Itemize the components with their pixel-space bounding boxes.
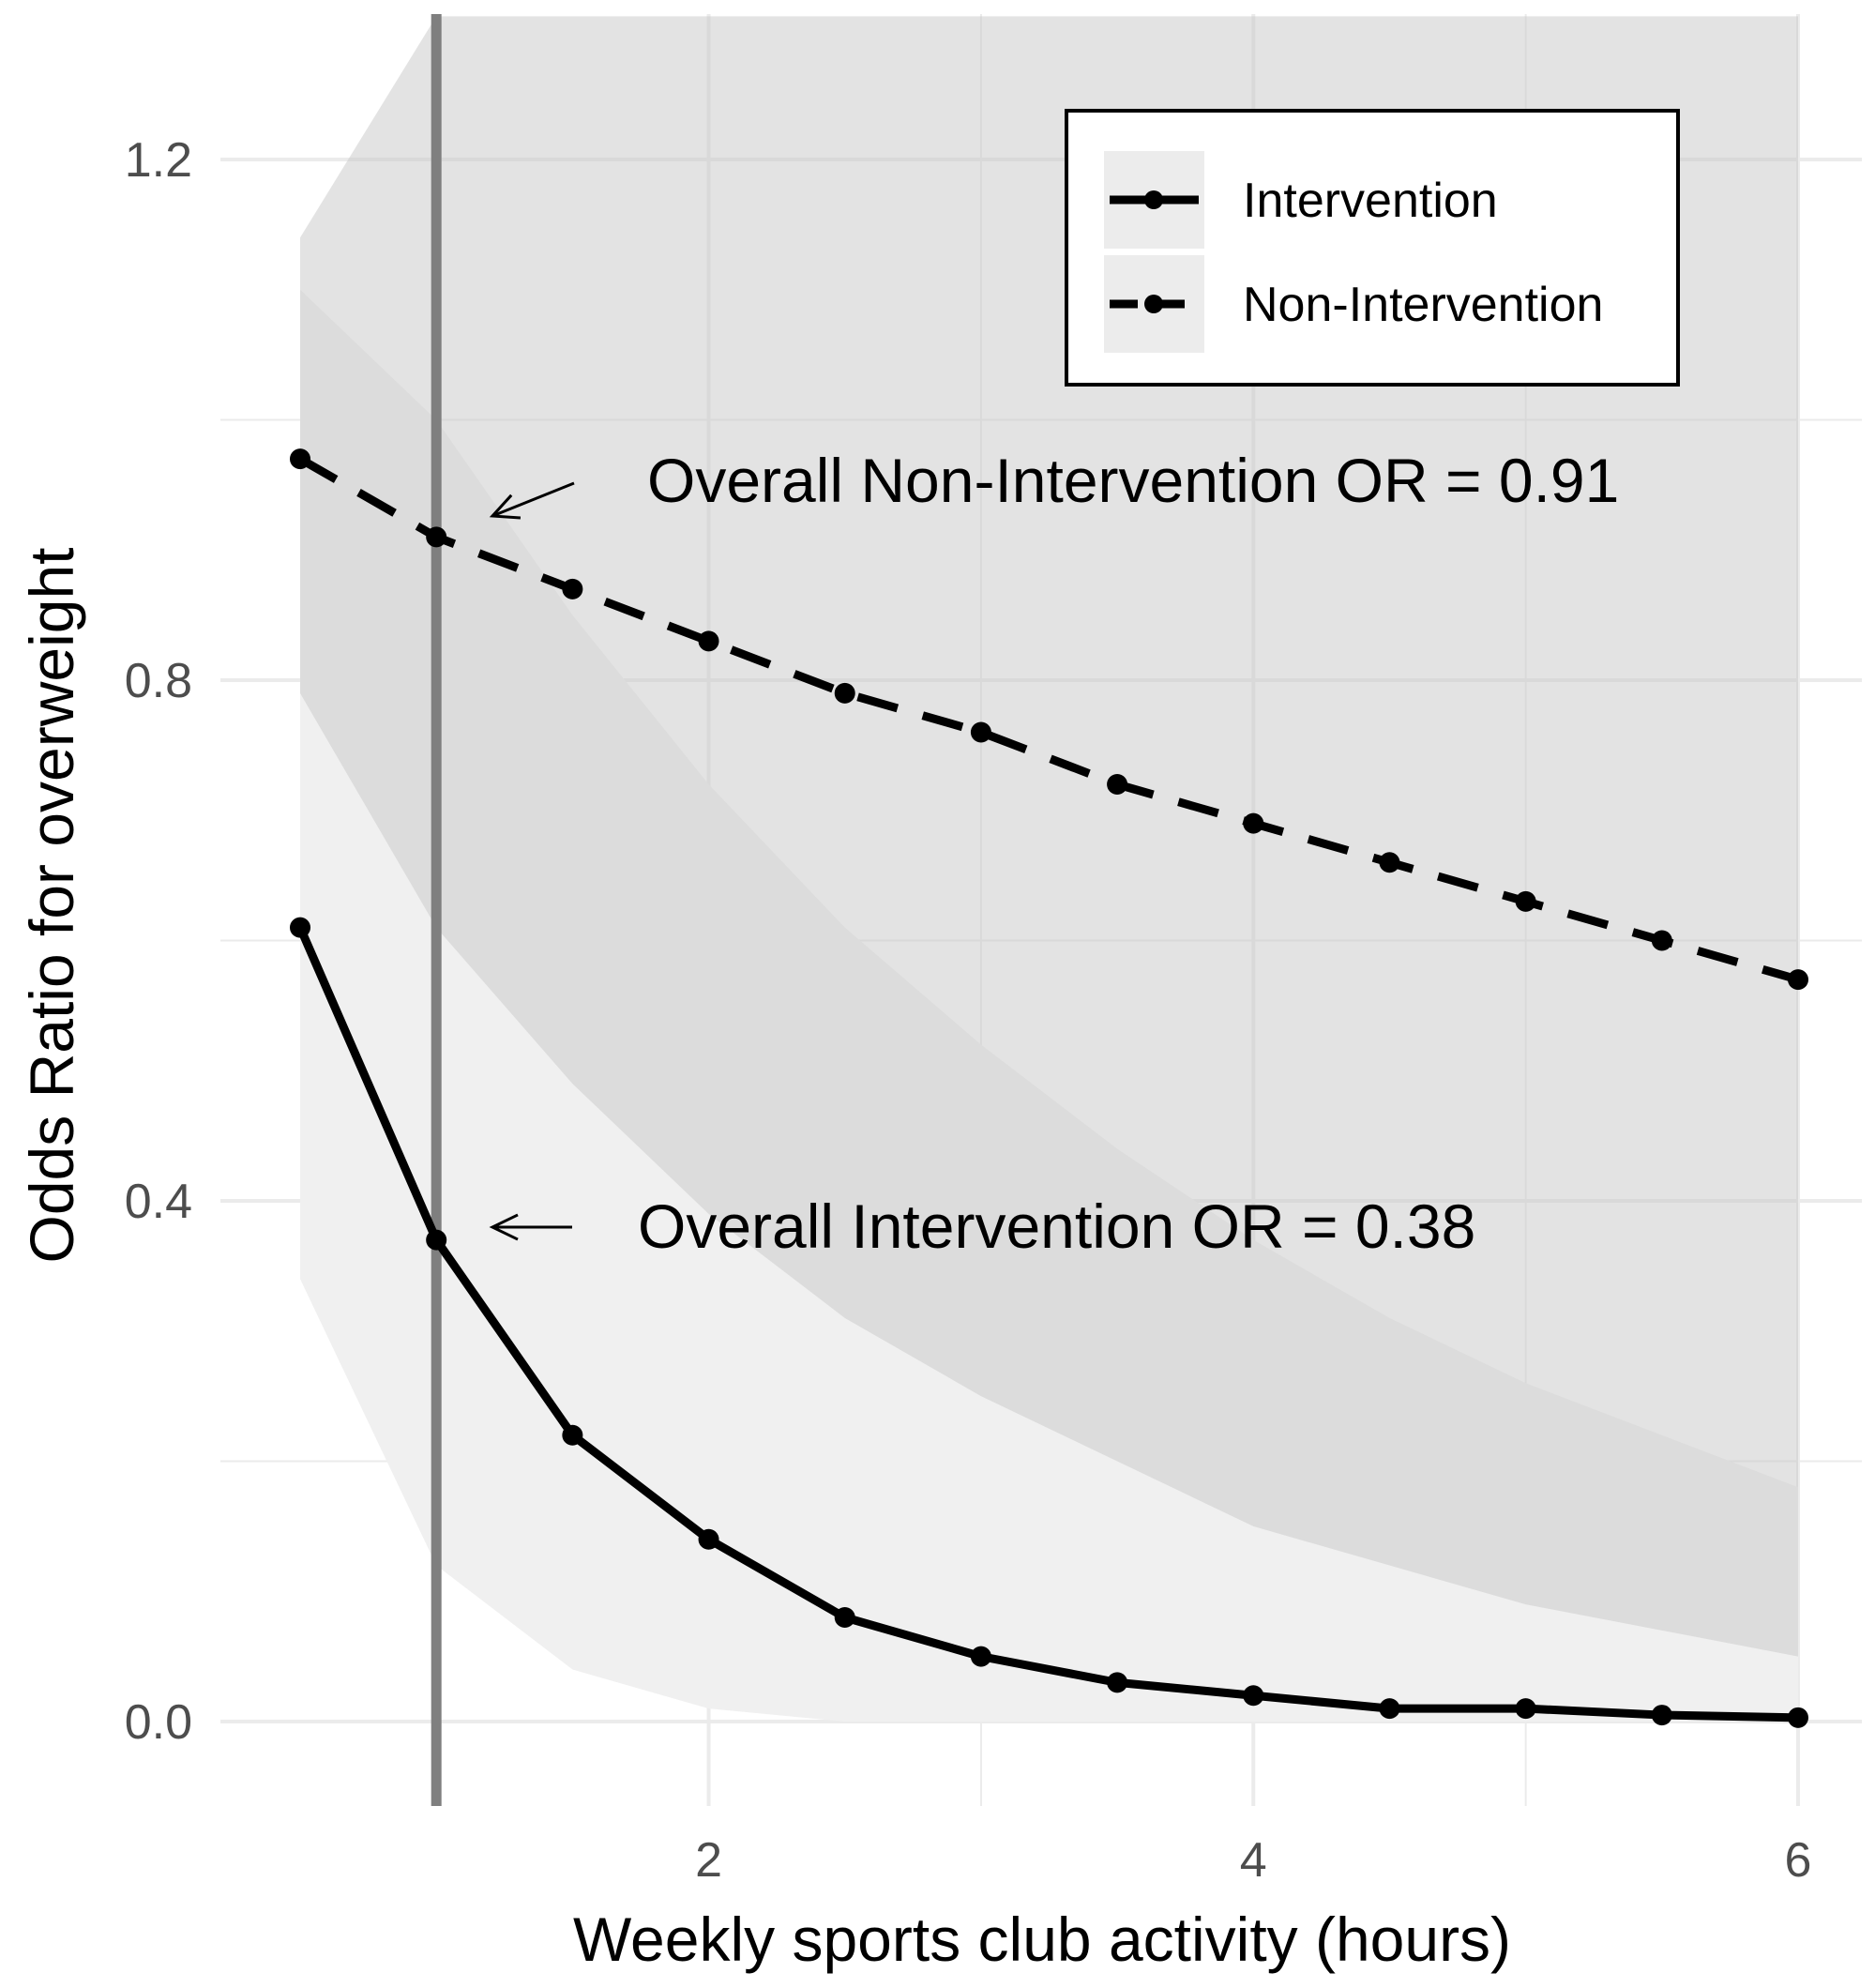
- x-axis-title: Weekly sports club activity (hours): [573, 1905, 1511, 1974]
- x-tick-label: 6: [1785, 1833, 1812, 1888]
- tick-labels: 2 4 6 0.0 0.4 0.8 1.2: [125, 133, 1812, 1888]
- data-point-intervention: [698, 1528, 719, 1550]
- legend-key-point-intervention: [1144, 190, 1163, 209]
- y-axis-title: Odds Ratio for overweight: [17, 547, 86, 1263]
- data-point-non-intervention: [1515, 890, 1536, 912]
- data-point-intervention: [1243, 1685, 1264, 1707]
- data-point-non-intervention: [1107, 774, 1128, 795]
- annotation-arrow-non-intervention: [491, 481, 575, 518]
- legend-label-non-intervention: Non-Intervention: [1243, 278, 1603, 332]
- x-tick-label: 2: [695, 1833, 722, 1888]
- data-point-non-intervention: [1788, 969, 1808, 991]
- data-point-non-intervention: [834, 682, 855, 704]
- annotations: Overall Non-Intervention OR = 0.91 Overal…: [489, 446, 1619, 1261]
- y-tick-label: 0.4: [125, 1175, 192, 1229]
- data-point-non-intervention: [698, 630, 719, 652]
- annotation-arrowhead-non-intervention: [489, 493, 522, 520]
- data-point-intervention: [834, 1607, 855, 1628]
- series-line-non-intervention: [297, 455, 1800, 984]
- data-point-intervention: [426, 1229, 447, 1251]
- y-tick-label: 1.2: [125, 133, 192, 188]
- series-line-intervention: [295, 925, 1799, 1722]
- data-point-intervention: [1651, 1705, 1672, 1726]
- confidence-band-non-intervention: [300, 16, 1798, 1657]
- annotation-text-non-intervention: Overall Non-Intervention OR = 0.91: [647, 446, 1619, 515]
- data-point-non-intervention: [1243, 812, 1264, 834]
- y-tick-label: 0.8: [125, 654, 192, 708]
- data-point-non-intervention: [970, 721, 991, 743]
- annotation-arrowhead-intervention: [489, 1213, 519, 1241]
- data-point-intervention: [1379, 1698, 1400, 1720]
- data-point-non-intervention: [1379, 852, 1400, 873]
- data-point-intervention: [970, 1646, 991, 1667]
- legend-key-point-non-intervention: [1144, 295, 1163, 313]
- data-point-intervention: [290, 917, 310, 938]
- data-point-non-intervention: [562, 578, 583, 599]
- data-point-intervention: [562, 1424, 583, 1446]
- legend: Intervention Non-Intervention: [1065, 109, 1680, 387]
- legend-label-intervention: Intervention: [1243, 174, 1498, 228]
- data-point-non-intervention: [1651, 930, 1672, 951]
- data-point-non-intervention: [290, 448, 310, 470]
- y-tick-label: 0.0: [125, 1695, 192, 1750]
- data-point-intervention: [1788, 1707, 1808, 1728]
- series-layer: [290, 448, 1808, 1728]
- annotation-text-intervention: Overall Intervention OR = 0.38: [638, 1191, 1475, 1261]
- data-point-non-intervention: [426, 526, 447, 548]
- data-point-intervention: [1107, 1672, 1128, 1693]
- data-point-intervention: [1515, 1698, 1536, 1720]
- x-tick-label: 4: [1240, 1833, 1267, 1888]
- confidence-bands: [300, 16, 1798, 1722]
